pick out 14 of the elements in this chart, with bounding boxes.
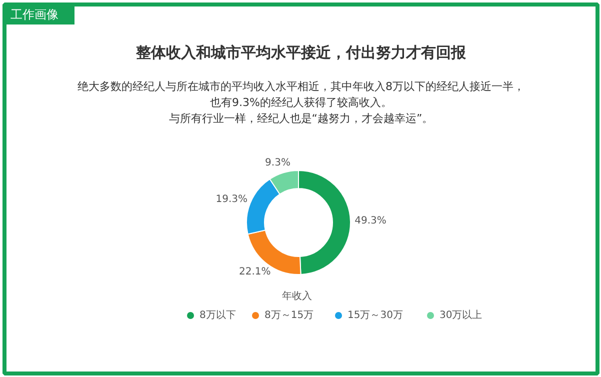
text: 与所有行业一样，经纪人也是“越努力，才会越幸运”。 xyxy=(168,112,434,125)
legend-label: 30万以上 xyxy=(440,309,482,321)
text: 工作画像 xyxy=(10,8,58,22)
chart-title: 整体收入和城市平均水平接近，付出努力才有回报 xyxy=(135,44,467,62)
legend-label: 8万以下 xyxy=(200,309,236,321)
legend-title: 年收入 xyxy=(282,290,312,302)
data-label: 49.3% xyxy=(354,216,386,227)
legend-label: 15万～30万 xyxy=(348,310,403,321)
text: 也有9.3%的经纪人获得了较高收入。 xyxy=(210,96,392,109)
data-label: 9.3% xyxy=(265,158,290,169)
data-label: 19.3% xyxy=(216,194,248,205)
data-label: 22.1% xyxy=(239,266,271,278)
legend-label: 8万～15万 xyxy=(264,310,314,321)
text: 绝大多数的经纪人与所在城市的平均收入水平相近，其中年收入8万以下的经纪人接近一半， xyxy=(78,80,524,93)
